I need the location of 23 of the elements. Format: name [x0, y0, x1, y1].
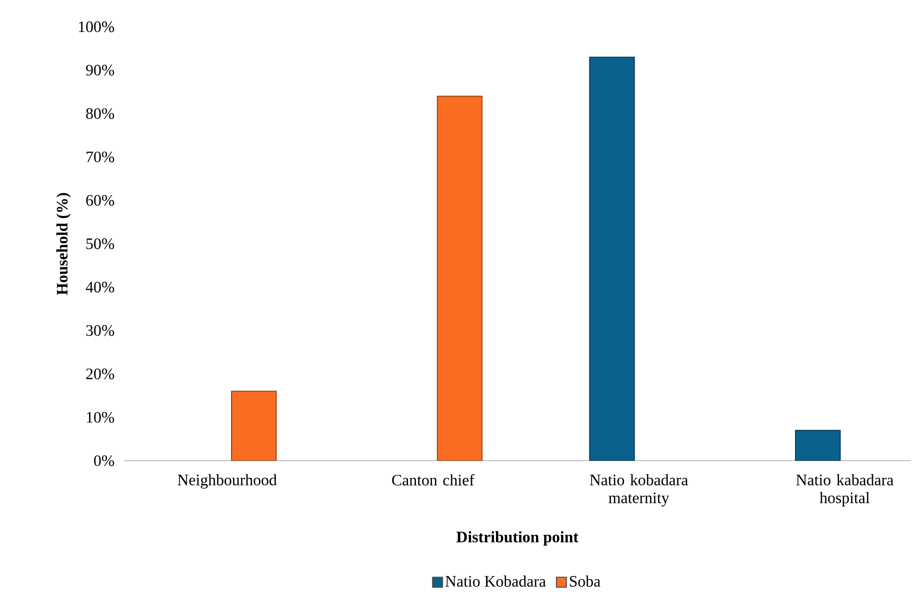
- x-tick-label: Neighbourhood: [178, 474, 277, 489]
- bar: [231, 390, 277, 461]
- bar: [795, 430, 841, 461]
- y-tick-label: 10%: [86, 412, 114, 423]
- y-tick-label: 50%: [86, 238, 114, 250]
- bar: [589, 56, 635, 461]
- y-tick-label: 40%: [86, 282, 114, 293]
- legend-label: Soba: [570, 576, 600, 587]
- y-tick-label: 30%: [86, 325, 114, 336]
- y-tick-label: 100%: [78, 22, 114, 32]
- y-tick-label: 0%: [94, 455, 114, 466]
- x-tick-label: Natio kabadara hospital: [796, 474, 894, 507]
- x-axis-title: Distribution point: [456, 531, 578, 546]
- y-tick-label: 70%: [86, 152, 114, 162]
- y-tick-label: 80%: [86, 108, 114, 120]
- y-axis-title: Household (%): [56, 193, 71, 296]
- y-tick-label: 20%: [86, 368, 114, 380]
- y-tick-label: 60%: [86, 195, 114, 206]
- legend-label: Natio Kobadara: [445, 576, 546, 587]
- x-tick-label: Natio kobadara maternity: [590, 474, 688, 507]
- bar: [436, 96, 483, 461]
- y-tick-label: 90%: [86, 64, 114, 76]
- x-tick-label: Canton chief: [392, 474, 474, 486]
